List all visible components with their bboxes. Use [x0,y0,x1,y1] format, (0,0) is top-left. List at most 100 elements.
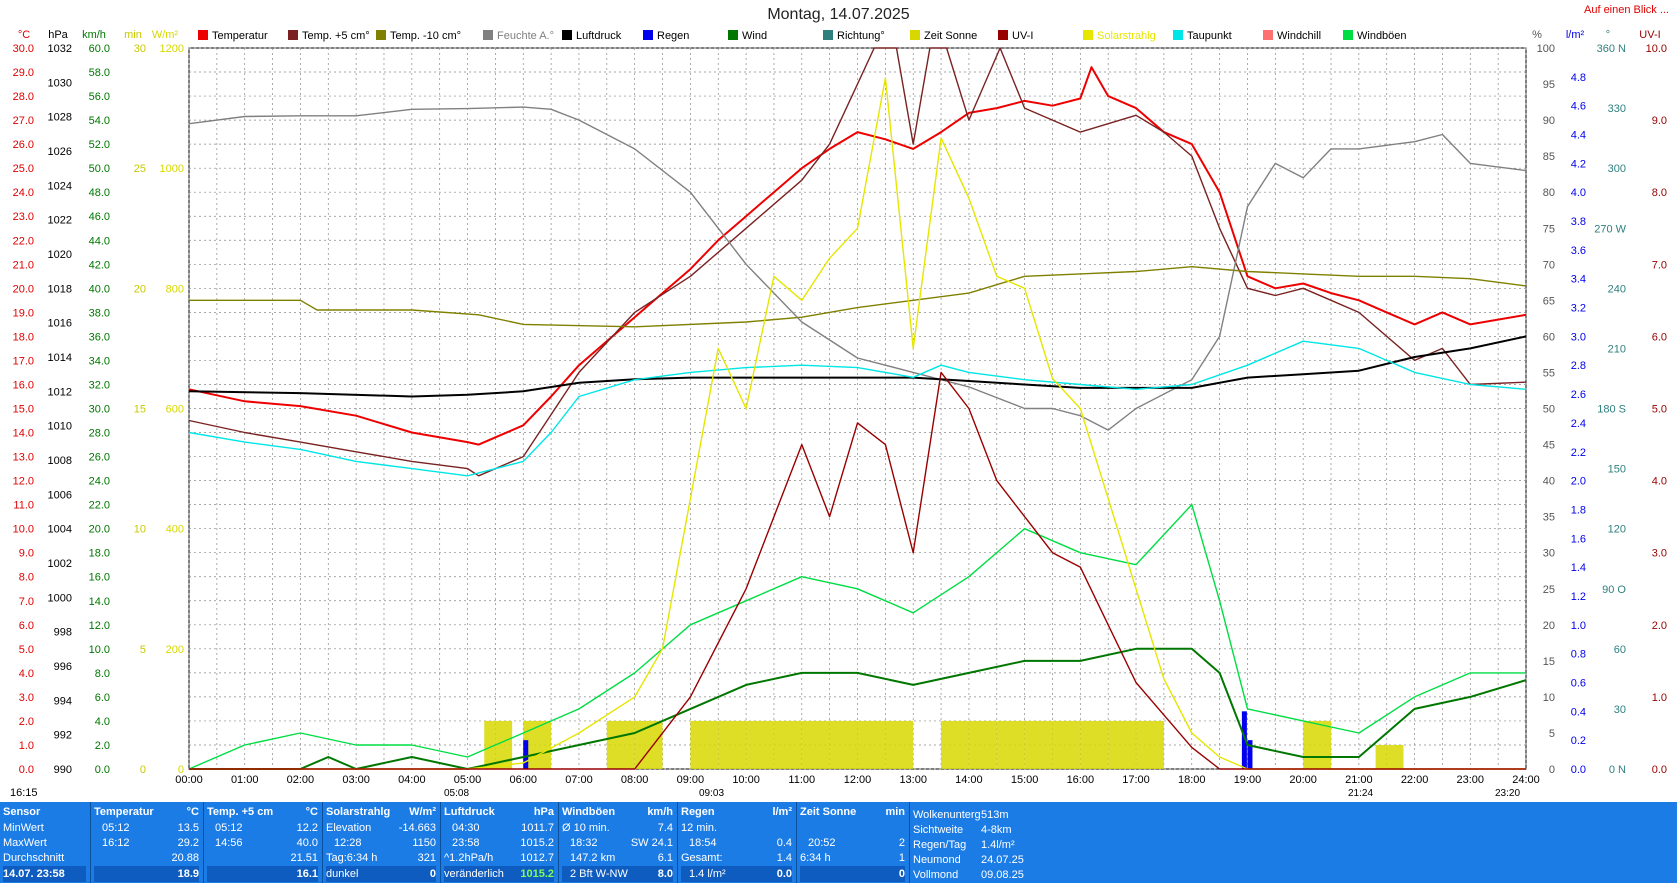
legend-item[interactable]: Wind [728,30,767,42]
axis-unit-header: hPa [48,29,68,41]
pressure-axis-tick: 1014 [48,352,72,364]
direction-axis-tick: 330 [1608,103,1626,115]
wind-axis-tick: 12.0 [89,620,110,632]
stats-rain-total: 1.4 [776,852,792,864]
stats-temp5-col: Temp. +5 cm °C 05:12 12.2 14:56 40.0 21.51 … [204,802,323,883]
stats-sunshine-total: 6:34 h [800,852,831,864]
legend-item[interactable]: Regen [643,30,689,42]
direction-axis-tick: 0 N [1609,764,1626,776]
pressure-axis-tick: 1004 [48,524,72,536]
temp-axis-tick: 8.0 [19,572,34,584]
stats-cloudbase-label: Wolkenunterg [913,809,981,821]
x-axis-tick: 24:00 [1512,774,1540,786]
wind-axis-tick: 40.0 [89,283,110,295]
axis-unit-header: l/m² [1566,29,1585,41]
wind-axis-tick: 36.0 [89,331,110,343]
wind-axis-tick: 16.0 [89,572,110,584]
legend-item[interactable]: Windböen [1343,30,1407,42]
humidity-axis-tick: 60 [1543,331,1555,343]
legend-item[interactable]: Richtung° [823,30,885,42]
legend-item[interactable]: Zeit Sonne [910,30,977,42]
wind-axis-tick: 0.0 [95,764,110,776]
stats-gusts-bft: 2 Bft W-NW [570,868,628,880]
stats-sunshine-col: Zeit Sonne min 20:52 2 6:34 h 1 0 [797,802,910,883]
stats-solar-max: 1150 [412,837,436,849]
stats-pressure-trend: ^1.2hPa/h [444,852,494,864]
direction-axis-tick: 210 [1608,343,1626,355]
x-axis-tick: 18:00 [1178,774,1206,786]
uv-axis-tick: 7.0 [1652,259,1667,271]
pressure-axis-tick: 990 [54,764,72,776]
stats-solar-avg: 321 [417,852,436,864]
stats-pressure-unit: hPa [533,806,554,818]
x-axis-tick: 05:00 [454,774,482,786]
x-axis-tick: 23:00 [1457,774,1485,786]
axis-unit-header: ° [1606,29,1610,41]
x-axis-tick: 21:00 [1345,774,1373,786]
temp-axis-tick: 15.0 [13,404,34,416]
wind-axis-tick: 6.0 [95,692,110,704]
legend-item[interactable]: Solarstrahlg [1083,30,1156,42]
temp-axis-tick: 25.0 [13,163,34,175]
stats-fullmoon-label: Vollmond [913,869,959,881]
temp-axis-tick: 21.0 [13,259,34,271]
rain-axis-tick: 3.2 [1571,303,1586,315]
wind-axis-tick: 8.0 [95,668,110,680]
legend-item[interactable]: Taupunkt [1173,30,1232,42]
temp-axis-tick: 19.0 [13,307,34,319]
legend-item[interactable]: UV-I [998,30,1033,42]
stats-gusts-distance: 147.2 km [570,852,616,864]
temp-axis-tick: 11.0 [13,500,34,512]
sun-axis-tick: 10 [134,524,146,536]
stats-gusts-avg-label: Ø 10 min. [562,822,610,834]
stats-solar-max-time: 12:28 [334,837,362,849]
sunshine-bar [1375,744,1404,769]
temp-axis-tick: 7.0 [19,596,34,608]
stats-pressure-max-time: 23:58 [452,837,480,849]
legend-item[interactable]: Temp. -10 cm° [376,30,461,42]
wind-axis-tick: 30.0 [89,404,110,416]
wind-axis-tick: 22.0 [89,500,110,512]
rain-bar [1241,711,1247,769]
legend-item[interactable]: Feuchte A.° [483,30,554,42]
series-line-temp-10-cm [189,266,1527,328]
uv-axis-tick: 1.0 [1652,692,1667,704]
rain-axis-tick: 3.6 [1571,245,1586,257]
stats-temp5-min: 12.2 [296,822,318,834]
rain-axis-tick: 2.8 [1571,360,1586,372]
stats-pressure-min: 1011.7 [521,822,554,834]
pressure-axis-tick: 1000 [48,592,72,604]
stats-solar-unit: W/m² [409,806,436,818]
wind-axis-tick: 58.0 [89,67,110,79]
x-axis-tick: 09:00 [677,774,705,786]
stats-temp5-head: Temp. +5 cm [207,806,274,818]
wind-axis-tick: 2.0 [95,740,110,752]
uv-axis-tick: 6.0 [1652,331,1667,343]
solar-axis-tick: 800 [166,283,184,295]
legend-label: Temp. -10 cm° [390,30,462,42]
legend-item[interactable]: Windchill [1263,30,1321,42]
direction-axis-tick: 60 [1614,644,1626,656]
sunshine-bar [1136,720,1164,769]
temp-axis-tick: 22.0 [13,235,34,247]
legend-item[interactable]: Luftdruck [562,30,621,42]
temp-axis-tick: 14.0 [13,428,34,440]
temp-axis-tick: 23.0 [13,211,34,223]
humidity-axis-tick: 90 [1543,115,1555,127]
wind-axis-tick: 24.0 [89,476,110,488]
humidity-axis-tick: 80 [1543,187,1555,199]
stats-sensor-head: Sensor [3,806,41,818]
axis-unit-header: min [124,29,142,41]
humidity-axis-tick: 65 [1543,295,1555,307]
humidity-axis-tick: 20 [1543,620,1555,632]
overview-link[interactable]: Auf einen Blick ... [1584,4,1669,16]
stats-rainday: 1.4l/m² [981,839,1015,851]
legend-label: Taupunkt [1187,30,1232,42]
legend-item[interactable]: Temperatur [198,30,268,42]
rain-axis-tick: 4.2 [1571,158,1586,170]
pressure-axis-tick: 1030 [48,77,72,89]
legend-item[interactable]: Temp. +5 cm° [288,30,370,42]
stats-current-label: 14.07. 23:58 [3,866,86,882]
stats-rainday-label: Regen/Tag [913,839,967,851]
stats-pressure-avg: 1012.7 [520,852,554,864]
